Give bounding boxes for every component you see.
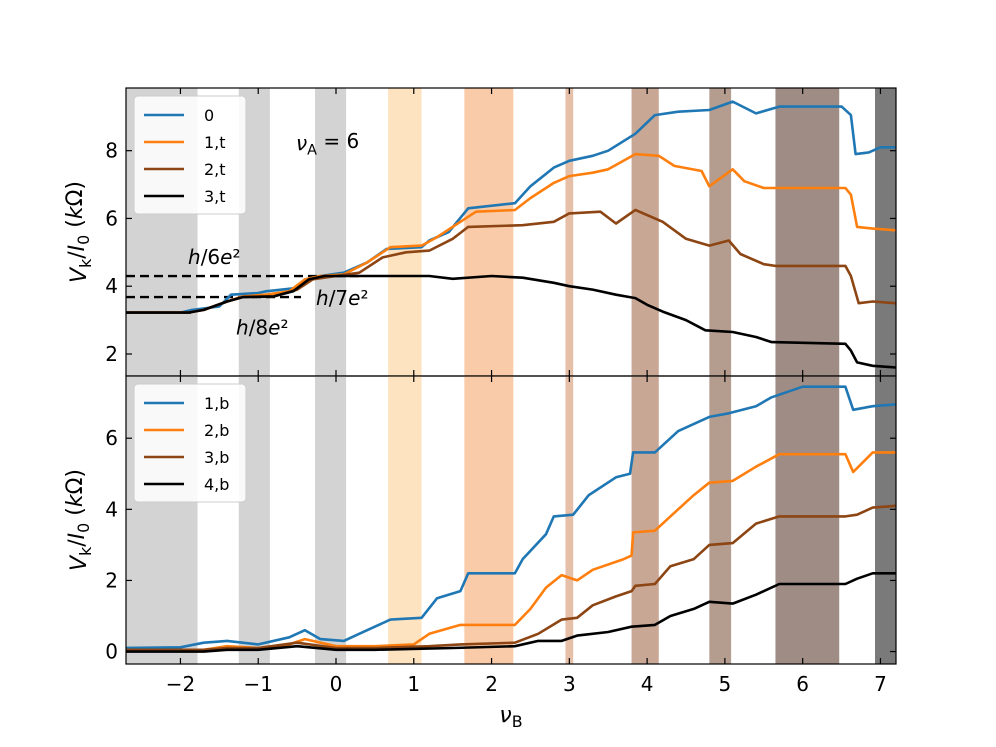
bottom-legend-label: 2,b (204, 421, 229, 440)
top-legend-label: 0 (204, 106, 214, 125)
bottom-band-2 (315, 376, 347, 664)
xtick-label: 4 (641, 672, 654, 696)
xtick-label: 7 (874, 672, 887, 696)
xtick-label: 2 (485, 672, 498, 696)
bottom-band-6 (631, 376, 659, 664)
top-band-7 (709, 88, 732, 376)
bottom-legend: 1,b 2,b 3,b 4,b (133, 383, 247, 503)
top-legend-label: 2,t (204, 160, 226, 179)
bottom-legend-label: 3,b (204, 448, 229, 467)
bottom-band-7 (709, 376, 732, 664)
top-band-5 (565, 88, 574, 376)
top-series-3-line (126, 274, 896, 369)
bottom-series-1-line (126, 451, 896, 652)
top-ytick-label: 8 (105, 139, 118, 163)
xtick-label: 1 (407, 672, 420, 696)
top-ytick-label: 6 (105, 206, 118, 230)
bottom-ytick-label: 0 (105, 640, 118, 664)
top-y-ticks: 2 4 6 8 (105, 139, 896, 366)
bottom-series-2-line (126, 504, 896, 652)
xtick-label: −2 (166, 672, 195, 696)
top-band-8 (775, 88, 840, 376)
bottom-ytick-label: 2 (105, 568, 118, 592)
top-band-3 (388, 88, 422, 376)
xtick-label: 6 (796, 672, 809, 696)
top-plateau-labels: h/6e² h/7e² h/8e² (188, 245, 369, 340)
x-axis-label: νB (499, 703, 522, 731)
bottom-legend-box (133, 383, 247, 503)
top-series-lines (126, 100, 896, 369)
bottom-band-4 (464, 376, 514, 664)
xtick-label: −1 (243, 672, 272, 696)
top-series-0-line (126, 100, 896, 314)
top-legend-box (133, 95, 247, 215)
bottom-ytick-label: 4 (105, 497, 118, 521)
bottom-plot-frame (125, 375, 897, 665)
top-series-1-line (126, 152, 896, 314)
top-band-4 (464, 88, 514, 376)
top-ytick-label: 2 (105, 342, 118, 366)
top-x-ticks (179, 88, 882, 376)
top-ytick-label: 4 (105, 274, 118, 298)
top-band-9 (875, 88, 896, 376)
bottom-legend-label: 4,b (204, 475, 229, 494)
top-y-axis-label: Vk/I0 (kΩ) (63, 181, 95, 283)
nu-a-annotation: νA = 6 (296, 129, 359, 158)
bottom-band-8 (775, 376, 840, 664)
bottom-band-3 (388, 376, 422, 664)
bottom-legend-label: 1,b (204, 394, 229, 413)
xtick-label: 0 (330, 672, 343, 696)
plateau-label-0: h/6e² (188, 245, 241, 269)
plateau-label-1: h/7e² (316, 286, 369, 310)
bottom-x-ticks: −2 −1 0 1 2 3 4 5 6 7 (166, 376, 887, 696)
plateau-label-2: h/8e² (236, 316, 289, 340)
bottom-series-3-line (126, 572, 896, 653)
top-band-2 (315, 88, 347, 376)
xtick-label: 5 (719, 672, 732, 696)
bottom-panel: 0 2 4 6 −2 −1 0 1 2 3 4 5 6 7 1,b 2,b 3,b 4,b Vk/I0 (kΩ… (63, 375, 897, 731)
top-legend-label: 3,t (204, 187, 226, 206)
bottom-band-5 (565, 376, 574, 664)
bottom-series-lines (126, 385, 896, 653)
bottom-band-9 (875, 376, 896, 664)
xtick-label: 3 (563, 672, 576, 696)
bottom-ytick-label: 6 (105, 426, 118, 450)
top-band-6 (631, 88, 659, 376)
top-legend: 0 1,t 2,t 3,t (133, 95, 247, 215)
bottom-series-0-line (126, 385, 896, 650)
bottom-y-axis-label: Vk/I0 (kΩ) (63, 469, 95, 571)
top-legend-label: 1,t (204, 133, 226, 152)
top-panel: 2 4 6 8 h/6e² h/7e² h/8e² νA = 6 0 1,t 2,t 3,t V… (63, 87, 897, 377)
bottom-y-ticks: 0 2 4 6 (105, 426, 896, 664)
